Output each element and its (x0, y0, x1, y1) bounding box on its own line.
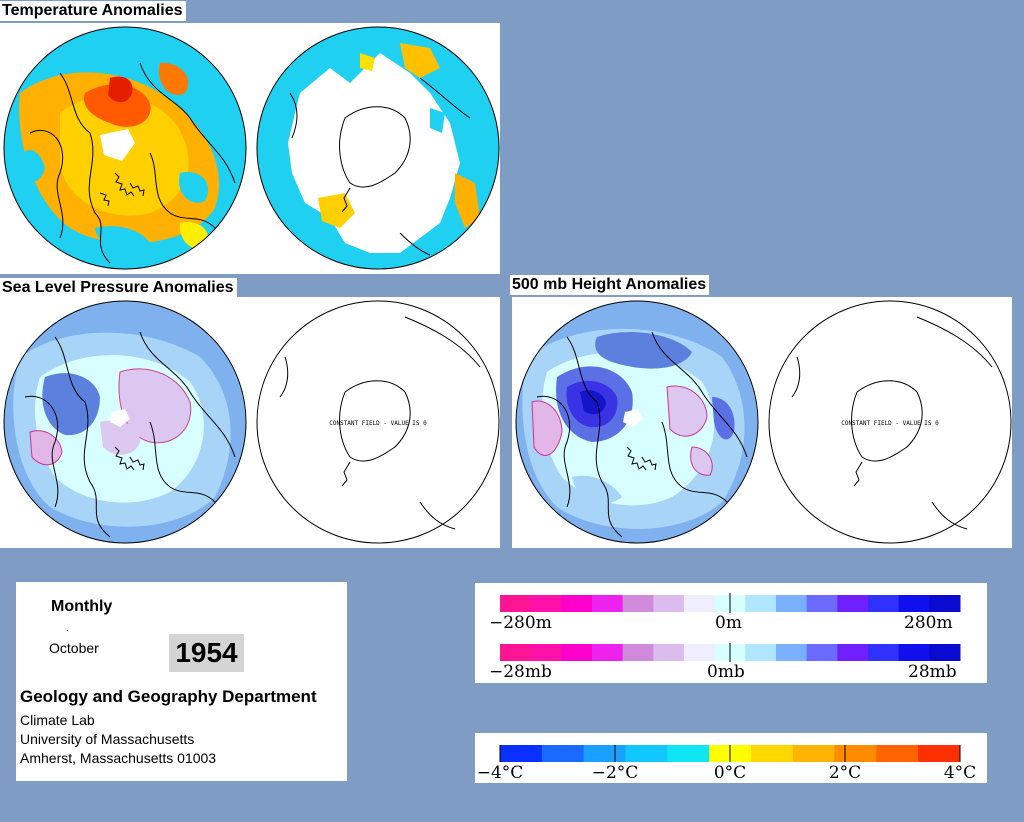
temperature-legend-swatch (876, 745, 919, 762)
pressure-legend-swatch (561, 644, 593, 661)
period-type-label: Monthly (51, 598, 113, 615)
temperature-legend-swatch (918, 745, 961, 762)
slp-anomalies-title: Sea Level Pressure Anomalies (0, 278, 237, 298)
temperature-legend-label: 4°C (944, 763, 976, 783)
temperature-legend-swatch (500, 745, 543, 762)
pressure-legend-swatch (684, 644, 716, 661)
pressure-legend-max: 28mb (908, 662, 957, 682)
pressure-legend-swatch (868, 644, 900, 661)
year-label: 1954 (169, 634, 244, 672)
temperature-legend-swatch (792, 745, 836, 762)
temperature-legend-swatch (541, 745, 585, 762)
temperature-sh-map (257, 27, 499, 269)
university-label: University of Massachusetts (20, 731, 195, 747)
height-color-bar (500, 595, 961, 612)
pressure-legend-swatch (806, 644, 838, 661)
pressure-legend-swatch (622, 644, 654, 661)
slp-sh-map: CONSTANT FIELD - VALUE IS 0 (256, 300, 500, 544)
height-legend-swatch (776, 595, 808, 612)
temperature-legend-swatch (834, 745, 877, 762)
height-legend-swatch (561, 595, 593, 612)
height-legend-swatch (837, 595, 869, 612)
height-legend-swatch (653, 595, 685, 612)
dot-marker: . (66, 623, 69, 634)
height-legend-swatch (530, 595, 562, 612)
pressure-legend-swatch (898, 644, 930, 661)
temperature-anomalies-title: Temperature Anomalies (0, 1, 186, 21)
pressure-legend-swatch (929, 644, 961, 661)
lab-label: Climate Lab (20, 712, 95, 728)
temperature-legend-label: −2°C (592, 763, 639, 783)
height-legend-swatch (684, 595, 716, 612)
height-legend-swatch (500, 595, 532, 612)
pressure-legend-swatch (745, 644, 777, 661)
temperature-legend-label: −4°C (477, 763, 524, 783)
height-anomalies-title: 500 mb Height Anomalies (510, 275, 710, 295)
height-legend-max: 280m (904, 613, 953, 633)
temperature-maps-panel (0, 23, 500, 274)
pressure-legend-min: −28mb (489, 662, 552, 682)
pressure-legend-mid: 0mb (707, 662, 745, 682)
height-constant-field-label: CONSTANT FIELD - VALUE IS 0 (841, 420, 939, 427)
height-legend-swatch (622, 595, 654, 612)
month-label: October (49, 640, 99, 656)
pressure-legend-swatch (776, 644, 808, 661)
department-label: Geology and Geography Department (20, 687, 317, 706)
info-box: Monthly . October 1954 Geology and Geogr… (16, 582, 347, 781)
height-pressure-legend: −280m 0m 280m −28mb 0mb 28mb (475, 583, 987, 683)
height-legend-swatch (868, 595, 900, 612)
height-legend-mid: 0m (715, 613, 742, 633)
height-sh-map: CONSTANT FIELD - VALUE IS 0 (768, 300, 1012, 544)
height-legend-swatch (806, 595, 838, 612)
pressure-legend-swatch (592, 644, 624, 661)
pressure-legend-swatch (530, 644, 562, 661)
temperature-legend-swatch (750, 745, 794, 762)
height-legend-swatch (745, 595, 777, 612)
height-nh-map (516, 301, 758, 543)
height-legend-swatch (592, 595, 624, 612)
height-legend-min: −280m (489, 613, 552, 633)
temperature-legend-swatch (625, 745, 668, 762)
pressure-legend-swatch (653, 644, 685, 661)
pressure-legend-swatch (500, 644, 532, 661)
pressure-legend-swatch (837, 644, 869, 661)
slp-constant-field-label: CONSTANT FIELD - VALUE IS 0 (329, 420, 427, 427)
temperature-legend-label: 0°C (714, 763, 746, 783)
slp-maps-panel: CONSTANT FIELD - VALUE IS 0 (0, 297, 500, 548)
height-legend-swatch (898, 595, 930, 612)
temperature-nh-map (4, 27, 246, 269)
temperature-legend: −4°C −2°C 0°C 2°C 4°C (475, 733, 987, 783)
temperature-legend-swatch (583, 745, 626, 762)
temperature-legend-swatch (667, 745, 710, 762)
address-label: Amherst, Massachusetts 01003 (20, 750, 217, 766)
slp-nh-map (4, 301, 246, 543)
height-legend-swatch (929, 595, 961, 612)
height-maps-panel: CONSTANT FIELD - VALUE IS 0 (512, 297, 1012, 548)
temperature-legend-label: 2°C (829, 763, 861, 783)
